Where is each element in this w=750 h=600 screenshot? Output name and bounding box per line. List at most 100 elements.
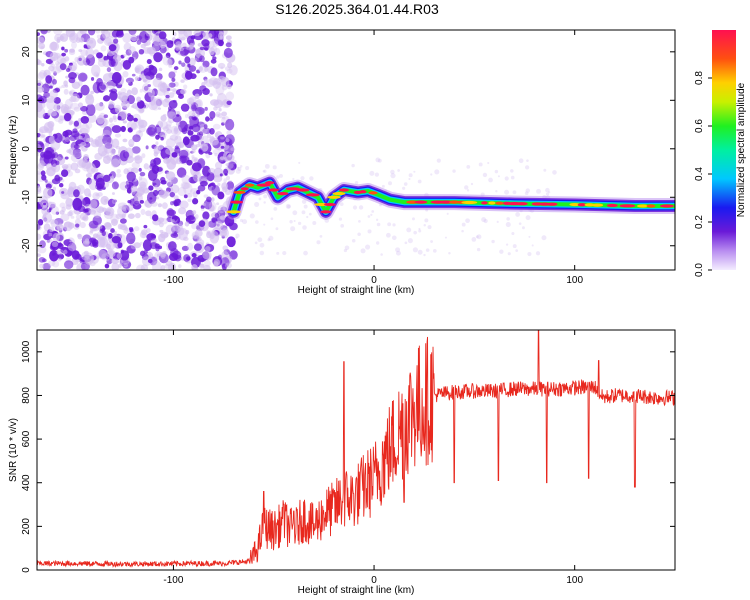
noise-blob	[166, 40, 174, 49]
noise-blob	[148, 185, 154, 191]
faint-dot	[495, 190, 498, 193]
noise-blob	[197, 42, 203, 47]
snr-xlabel: Height of straight line (km)	[298, 585, 415, 596]
noise-blob	[217, 113, 223, 119]
noise-blob	[138, 108, 145, 113]
noise-blob	[173, 125, 182, 136]
noise-blob	[203, 124, 208, 130]
faint-dot	[434, 169, 440, 175]
noise-blob	[220, 136, 225, 140]
faint-dot	[527, 251, 532, 257]
noise-blob	[117, 115, 122, 121]
noise-blob	[53, 30, 63, 36]
noise-blob	[87, 113, 97, 123]
noise-blob	[217, 182, 221, 187]
noise-blob	[226, 130, 232, 136]
noise-blob	[121, 225, 128, 231]
noise-blob	[108, 232, 113, 239]
noise-blob	[212, 149, 220, 155]
noise-blob	[37, 153, 40, 157]
faint-dot	[272, 165, 277, 170]
noise-blob	[139, 88, 143, 93]
faint-dot	[404, 241, 408, 245]
noise-blob	[70, 215, 75, 219]
noise-blob	[191, 155, 195, 159]
noise-blob	[222, 186, 228, 193]
noise-blob	[125, 49, 132, 56]
noise-blob	[199, 149, 203, 153]
noise-blob	[217, 191, 225, 200]
noise-blob	[181, 245, 189, 251]
noise-blob	[54, 132, 63, 143]
noise-blob	[135, 118, 144, 129]
faint-dot	[375, 157, 381, 163]
noise-blob	[71, 81, 81, 90]
noise-blob	[88, 199, 98, 209]
noise-blob	[108, 101, 116, 109]
noise-blob	[127, 127, 133, 133]
noise-blob	[189, 216, 195, 221]
noise-blob	[141, 229, 148, 236]
faint-dot	[496, 220, 499, 223]
noise-blob	[168, 82, 176, 88]
noise-blob	[146, 233, 157, 241]
noise-blob	[170, 232, 179, 238]
noise-blob	[46, 162, 53, 171]
faint-dot	[365, 244, 371, 250]
faint-dot	[512, 244, 517, 249]
faint-dot	[505, 243, 509, 246]
x-tick-label: 0	[371, 275, 377, 286]
signal-peak	[305, 193, 320, 197]
noise-blob	[103, 142, 113, 154]
noise-blob	[199, 46, 205, 51]
noise-blob	[153, 52, 163, 63]
noise-blob	[113, 117, 118, 123]
noise-blob	[201, 31, 210, 41]
signal-peak	[448, 200, 460, 204]
noise-blob	[50, 219, 59, 228]
noise-blob	[146, 228, 151, 233]
noise-blob	[111, 192, 115, 195]
faint-dot	[235, 168, 241, 174]
y-tick-label: -20	[21, 238, 32, 253]
x-tick-label: -100	[163, 275, 183, 286]
noise-blob	[49, 89, 58, 99]
noise-blob	[114, 107, 121, 114]
noise-blob	[66, 242, 77, 254]
noise-blob	[181, 36, 186, 41]
noise-blob	[114, 133, 121, 138]
noise-blob	[176, 167, 187, 178]
noise-blob	[85, 103, 96, 117]
faint-dot	[263, 194, 268, 199]
noise-blob	[153, 157, 162, 165]
signal-peak	[233, 190, 246, 195]
faint-dot	[375, 241, 380, 245]
noise-blob	[187, 63, 191, 68]
noise-blob	[130, 185, 138, 193]
faint-dot	[548, 191, 551, 194]
noise-blob	[96, 114, 105, 125]
noise-blob	[37, 71, 45, 80]
noise-blob	[158, 31, 167, 40]
noise-blob	[128, 227, 134, 231]
noise-blob	[157, 203, 163, 208]
noise-blob	[76, 148, 81, 153]
noise-blob	[178, 60, 182, 65]
noise-blob	[145, 210, 152, 217]
noise-blob	[209, 230, 220, 244]
noise-blob	[70, 93, 80, 103]
noise-blob	[131, 87, 138, 96]
noise-blob	[193, 243, 202, 251]
noise-blob	[108, 100, 114, 105]
spectrogram-xlabel: Height of straight line (km)	[298, 285, 415, 296]
faint-dot	[510, 175, 515, 180]
faint-dot	[263, 169, 267, 173]
noise-blob	[226, 83, 232, 90]
noise-blob	[166, 208, 175, 218]
faint-dot	[515, 249, 519, 253]
noise-blob	[200, 135, 210, 146]
noise-blob	[132, 202, 142, 210]
faint-dot	[423, 223, 426, 227]
noise-blob	[166, 58, 173, 66]
faint-dot	[303, 250, 308, 256]
